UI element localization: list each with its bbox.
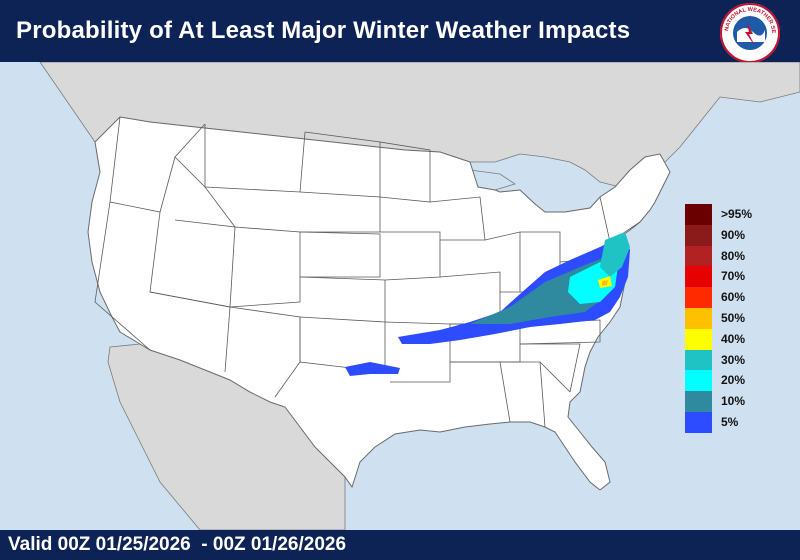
legend-swatch xyxy=(685,287,712,309)
legend-swatch xyxy=(685,349,712,371)
legend-item: 5% xyxy=(685,412,765,433)
legend-label: 70% xyxy=(721,269,746,284)
legend-item: >95% xyxy=(685,204,765,225)
legend-item: 10% xyxy=(685,391,765,413)
legend-label: 5% xyxy=(721,415,739,429)
legend-label: >95% xyxy=(721,207,753,221)
legend-swatch xyxy=(685,245,712,267)
legend-label: 90% xyxy=(721,227,746,242)
legend-swatch xyxy=(685,266,712,288)
nws-logo-icon: NATIONAL WEATHER SERVICE xyxy=(719,2,780,63)
probability-shading xyxy=(345,232,630,376)
band-5pct-texas xyxy=(345,362,400,376)
legend-label: 30% xyxy=(721,352,746,367)
legend-item: 60% xyxy=(685,287,765,309)
legend-swatch xyxy=(685,391,712,413)
header-banner: Probability of At Least Major Winter Wea… xyxy=(0,0,800,63)
legend-swatch xyxy=(685,204,712,225)
legend-item: 30% xyxy=(685,349,765,371)
legend-item: 80% xyxy=(685,245,765,267)
map-canvas xyxy=(0,62,800,530)
legend-item: 90% xyxy=(685,224,765,246)
band-50pct xyxy=(602,280,608,286)
legend-label: 60% xyxy=(721,290,746,305)
legend-label: 40% xyxy=(721,331,746,346)
band-30pct xyxy=(600,232,630,277)
legend-swatch xyxy=(685,412,712,433)
footer-banner: Valid 00Z 01/25/2026 - 00Z 01/26/2026 xyxy=(0,530,800,560)
legend-swatch xyxy=(685,224,712,246)
valid-time: Valid 00Z 01/25/2026 - 00Z 01/26/2026 xyxy=(8,534,347,555)
legend-item: 50% xyxy=(685,308,765,329)
legend-label: 20% xyxy=(721,373,746,388)
legend-swatch xyxy=(685,370,712,392)
legend-item: 20% xyxy=(685,370,765,392)
band-5pct xyxy=(398,234,630,344)
legend-item: 70% xyxy=(685,266,765,288)
legend-label: 80% xyxy=(721,248,746,263)
legend-label: 10% xyxy=(721,394,746,409)
legend-swatch xyxy=(685,328,712,350)
legend-label: 50% xyxy=(721,311,746,325)
map-title: Probability of At Least Major Winter Wea… xyxy=(16,17,631,44)
legend-swatch xyxy=(685,308,712,329)
legend-item: 40% xyxy=(685,328,765,350)
